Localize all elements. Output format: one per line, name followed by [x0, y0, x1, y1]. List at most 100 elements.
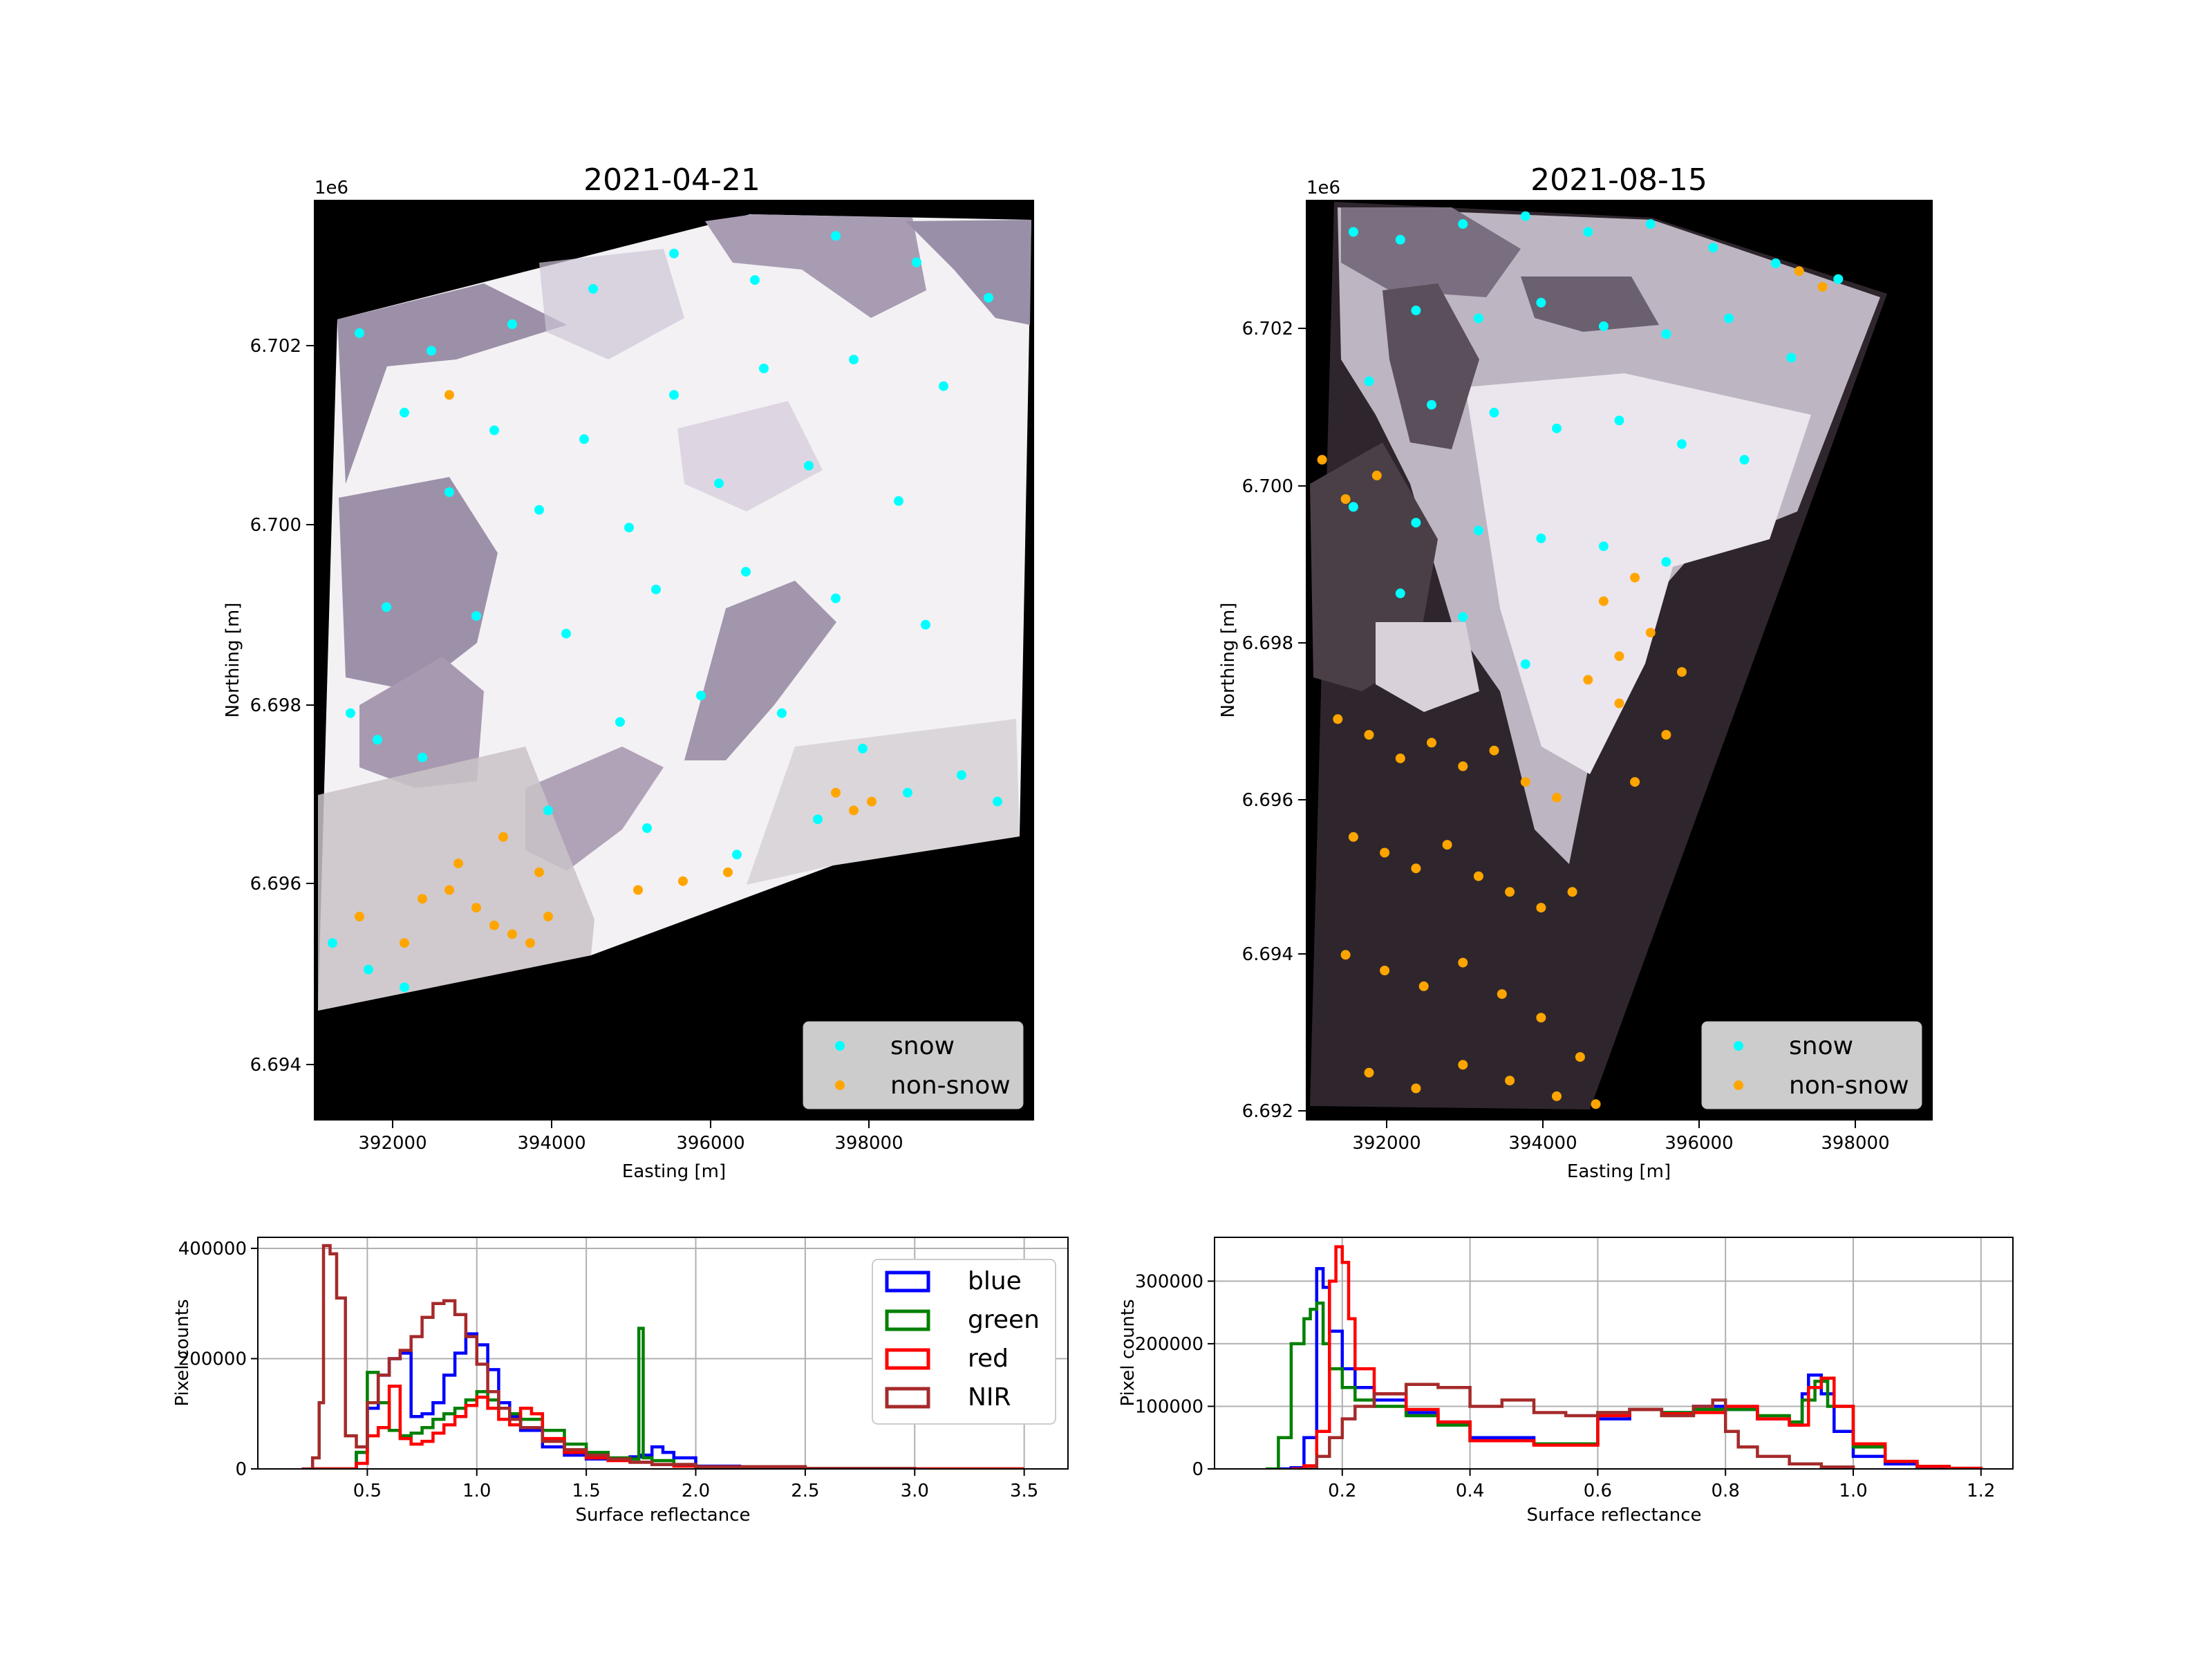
hist2-xlabel: Surface reflectance: [1527, 1505, 1702, 1526]
map1-ytick-label: 6.702: [250, 336, 301, 357]
hist1-series-nir: [301, 1244, 917, 1469]
snow-point: [1458, 219, 1468, 229]
snow-point: [624, 523, 634, 533]
legend-marker-non-snow: [835, 1080, 845, 1090]
non-snow-point: [1614, 651, 1624, 662]
non-snow-point: [525, 938, 535, 948]
non-snow-point: [1598, 596, 1609, 606]
map1-nonsnow-points: [355, 390, 877, 948]
snow-point: [903, 787, 912, 798]
hist1-legend-nir: NIR: [968, 1383, 1011, 1412]
hist2-xtick-label: 0.2: [1328, 1481, 1356, 1501]
non-snow-point: [1505, 887, 1515, 897]
snow-point: [579, 434, 589, 444]
non-snow-point: [489, 920, 499, 930]
non-snow-point: [678, 876, 688, 886]
hist2-xtick-label: 0.4: [1456, 1481, 1484, 1501]
non-snow-point: [1520, 777, 1530, 787]
map1-xtick-label: 398000: [834, 1133, 903, 1154]
map2-xtick-label: 396000: [1665, 1133, 1733, 1154]
legend-swatch-nir: [885, 1387, 930, 1409]
legend-marker-snow: [1734, 1041, 1743, 1051]
snow-point: [346, 708, 355, 718]
non-snow-point: [1661, 730, 1671, 740]
snow-point: [543, 805, 553, 816]
snow-point: [1458, 612, 1468, 622]
map1-ytick-label: 6.698: [250, 695, 301, 716]
non-snow-point: [831, 787, 841, 798]
non-snow-point: [1427, 738, 1436, 748]
snow-point: [894, 496, 903, 506]
non-snow-point: [1552, 792, 1562, 803]
non-snow-point: [1567, 887, 1577, 897]
hist2-xtick-label: 1.0: [1839, 1481, 1867, 1501]
hist1-xtick-label: 2.0: [682, 1481, 710, 1501]
map2-title: 2021-08-15: [1530, 162, 1707, 198]
snow-point: [813, 814, 823, 825]
snow-point: [696, 691, 706, 701]
hist2-grid: [1215, 1237, 2013, 1470]
snow-point: [741, 567, 751, 577]
snow-point: [804, 460, 814, 471]
non-snow-point: [1677, 667, 1687, 677]
map1-ytick-label: 6.694: [250, 1055, 301, 1076]
snow-point: [418, 752, 427, 762]
non-snow-point: [1380, 847, 1390, 858]
snow-point: [1645, 219, 1656, 229]
map2-ylabel: Northing [m]: [1218, 603, 1239, 718]
non-snow-point: [1645, 628, 1656, 638]
snow-point: [759, 364, 769, 373]
map1-xticks: 392000 394000 396000 398000: [358, 1120, 903, 1154]
map-panel-2: 2021-08-15 392000 394000 396000 398000: [1218, 162, 1933, 1182]
map1-legend-snow: snow: [890, 1032, 955, 1060]
non-snow-point: [1317, 455, 1327, 465]
hist1-legend-green: green: [968, 1306, 1040, 1334]
map1-title: 2021-04-21: [583, 162, 760, 198]
snow-point: [669, 390, 679, 400]
hist1-ytick-label: 200000: [178, 1349, 247, 1369]
non-snow-point: [534, 867, 544, 877]
histogram-panel-1: 0.5 1.0 1.5 2.0 2.5 3.0 3.5 0 200000 400000 Surfa…: [172, 1237, 1069, 1526]
map1-legend: snow non-snow: [803, 1021, 1024, 1109]
snow-point: [912, 257, 921, 268]
hist1-legend-blue: blue: [968, 1267, 1022, 1295]
non-snow-point: [1364, 1067, 1374, 1078]
snow-point: [328, 938, 337, 948]
map1-ytick-label: 6.700: [250, 515, 301, 536]
non-snow-point: [1614, 698, 1624, 709]
snow-point: [1395, 234, 1405, 245]
snow-point: [849, 355, 859, 365]
map2-yticks: 6.692 6.694 6.696 6.698 6.700 6.702: [1242, 319, 1306, 1122]
hist1-xtick-label: 0.5: [353, 1481, 382, 1501]
non-snow-point: [1340, 494, 1351, 504]
snow-point: [831, 231, 841, 241]
non-snow-point: [1348, 832, 1358, 842]
map1-y-offset: 1e6: [315, 178, 348, 198]
hist1-ticks: 0.5 1.0 1.5 2.0 2.5 3.0 3.5 0 200000 400000: [178, 1239, 1039, 1501]
snow-point: [1489, 407, 1499, 418]
snow-point: [615, 717, 625, 727]
non-snow-point: [1536, 903, 1546, 913]
hist1-xlabel: Surface reflectance: [576, 1505, 751, 1526]
hist1-ytick-label: 400000: [178, 1239, 247, 1259]
map2-imagery: [1310, 202, 1887, 1109]
map2-xticks: 392000 394000 396000 398000: [1352, 1120, 1890, 1154]
non-snow-point: [1473, 871, 1483, 881]
non-snow-point: [1817, 282, 1828, 292]
hist1-ytick-label: 0: [235, 1459, 247, 1480]
snow-point: [489, 425, 499, 435]
map2-xtick-label: 392000: [1352, 1133, 1421, 1154]
snow-point: [1411, 306, 1421, 316]
snow-point: [1833, 274, 1844, 284]
snow-point: [1348, 502, 1358, 512]
snow-point: [400, 407, 409, 418]
map2-axes-frame: [1306, 200, 1933, 1121]
non-snow-point: [507, 929, 517, 939]
map1-ytick-label: 6.696: [250, 874, 301, 894]
snow-point: [939, 381, 948, 391]
map2-xtick-label: 398000: [1821, 1133, 1889, 1154]
non-snow-point: [1418, 981, 1429, 991]
map1-axes-frame: [314, 200, 1034, 1121]
snow-point: [400, 982, 409, 993]
